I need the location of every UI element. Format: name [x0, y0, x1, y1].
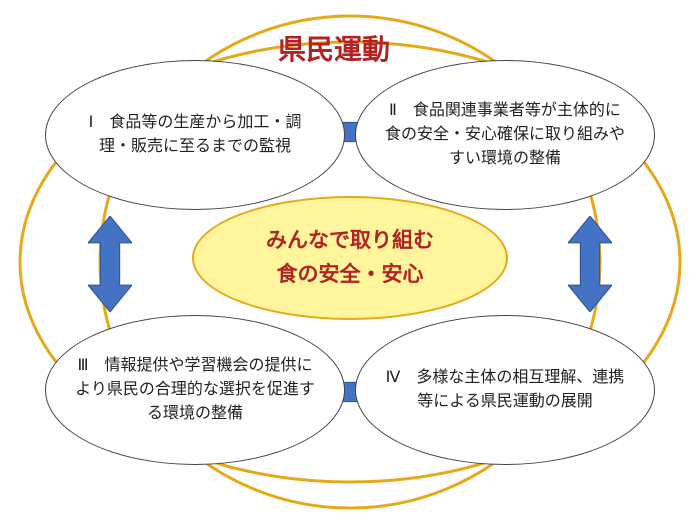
ellipse-top-left: Ⅰ 食品等の生産から加工・調理・販売に至るまでの監視: [45, 60, 345, 210]
ellipse-bottom-left: Ⅲ 情報提供や学習機会の提供により県民の合理的な選択を促進する環境の整備: [45, 315, 345, 465]
ellipse-tr-text: Ⅱ 食品関連事業者等が主体的に食の安全・安心確保に取り組みやすい環境の整備: [385, 102, 625, 167]
diagram-root: 県民運動 みんなで取り組む 食の安全・安心 Ⅰ 食品等の生産から加工・調理・販売…: [0, 0, 700, 525]
ellipse-tl-text: Ⅰ 食品等の生産から加工・調理・販売に至るまでの監視: [89, 114, 302, 155]
ellipse-br-text: Ⅳ 多様な主体の相互理解、連携等による県民運動の展開: [386, 369, 625, 410]
center-line2: 食の安全・安心: [277, 263, 424, 286]
diagram-title: 県民運動: [278, 28, 390, 68]
center-ellipse: みんなで取り組む 食の安全・安心: [192, 196, 508, 320]
arrow-left: [88, 216, 132, 312]
arrow-right: [568, 216, 612, 312]
ellipse-bottom-right: Ⅳ 多様な主体の相互理解、連携等による県民運動の展開: [355, 315, 655, 465]
ellipse-bl-text: Ⅲ 情報提供や学習機会の提供により県民の合理的な選択を促進する環境の整備: [75, 357, 315, 422]
center-line1: みんなで取り組む: [266, 229, 434, 252]
ellipse-top-right: Ⅱ 食品関連事業者等が主体的に食の安全・安心確保に取り組みやすい環境の整備: [355, 60, 655, 210]
